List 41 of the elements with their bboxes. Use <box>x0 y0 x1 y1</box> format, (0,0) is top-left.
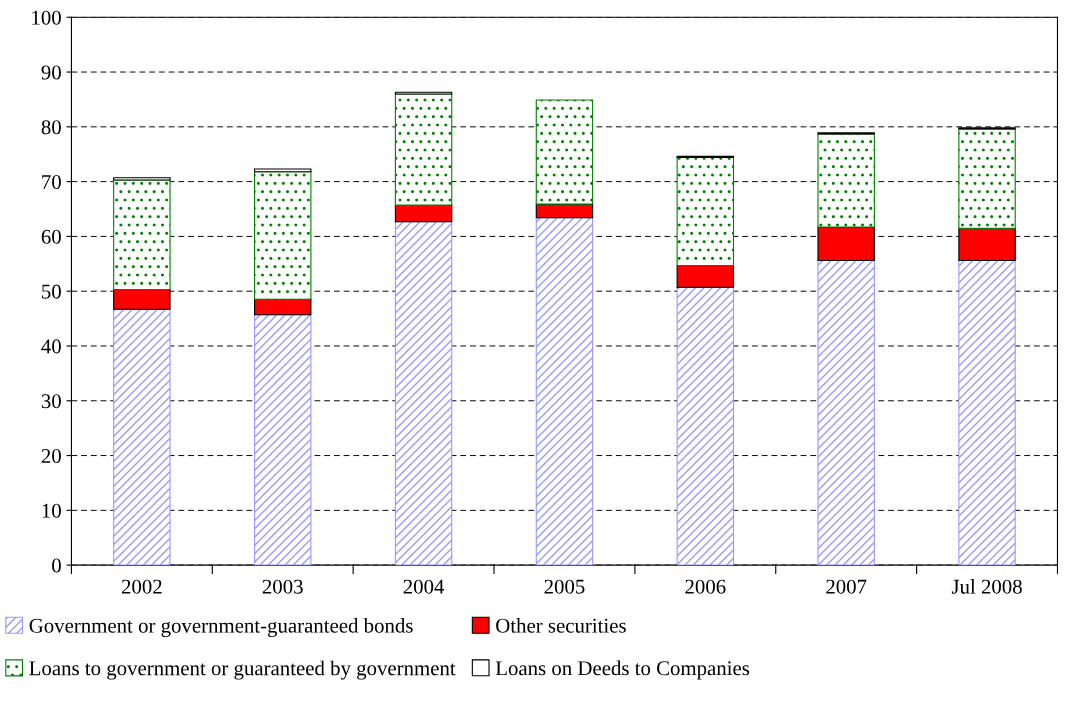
bar <box>253 314 312 566</box>
x-tick-label: Jul 2008 <box>951 579 1022 594</box>
bar <box>676 286 735 566</box>
legend-label: Government or government-guaranteed bonds <box>29 618 413 637</box>
bar <box>113 179 171 291</box>
legend-label: Loans on Deeds to Companies <box>495 660 750 680</box>
bar <box>817 133 875 228</box>
bar <box>113 308 171 566</box>
bar <box>958 259 1016 566</box>
bar <box>817 259 875 566</box>
x-tick-label: 2002 <box>121 579 162 594</box>
x-tick-label: 2004 <box>403 579 445 594</box>
x-tick-label: 2006 <box>685 579 726 594</box>
y-tick-label: 100 <box>32 10 61 25</box>
y-tick-label: 80 <box>41 120 61 135</box>
y-tick-label: 60 <box>41 229 61 244</box>
bar <box>113 177 171 181</box>
bar <box>394 93 453 206</box>
x-tick-label: 2003 <box>262 579 303 594</box>
y-tick-label: 30 <box>41 394 61 409</box>
y-tick-label: 70 <box>42 174 61 190</box>
legend-label: Other securities <box>496 618 626 633</box>
bar <box>394 221 453 566</box>
legend-label: Loans to government or guaranteed by government <box>29 660 456 680</box>
x-tick-label: 2007 <box>826 579 867 594</box>
y-tick-label: 90 <box>41 65 61 80</box>
x-tick-label: 2005 <box>544 579 585 594</box>
bar <box>253 298 312 316</box>
bar <box>253 168 312 173</box>
bar <box>676 156 735 266</box>
y-tick-label: 20 <box>41 448 61 463</box>
bar <box>958 128 1016 229</box>
y-tick-label: 0 <box>52 558 61 573</box>
bar <box>535 99 594 205</box>
y-tick-label: 50 <box>42 284 61 299</box>
bar <box>676 264 735 288</box>
y-tick-label: 10 <box>42 503 61 518</box>
bar <box>253 171 312 300</box>
bar <box>394 204 453 223</box>
bar <box>535 217 594 566</box>
y-tick-label: 40 <box>41 339 61 354</box>
